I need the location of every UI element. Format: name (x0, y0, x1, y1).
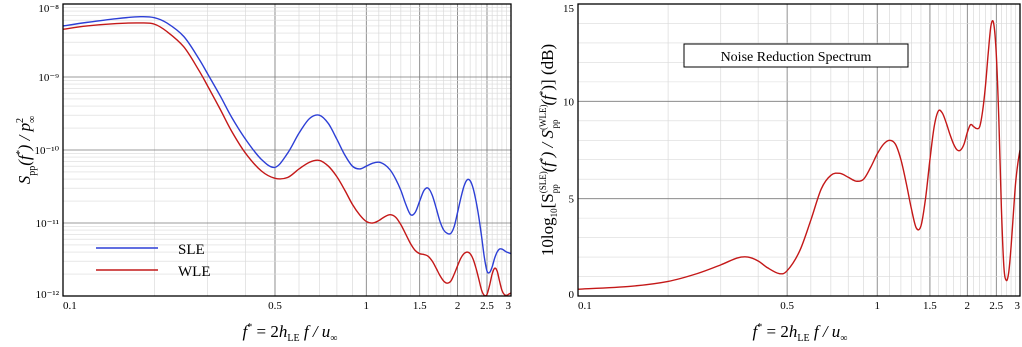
right-title-box: Noise Reduction Spectrum (683, 43, 909, 68)
left-x-tick-label: 0.5 (268, 300, 282, 312)
left-tick-labels: 0.1 0.5 1 1.5 2 2.5 3 10⁻¹² 10⁻¹¹ 10⁻¹⁰ 10⁻⁹ 10⁻⁸ (34, 3, 511, 312)
right-x-tick-label: 1.5 (923, 300, 937, 312)
title-box-text: Noise Reduction Spectrum (721, 50, 872, 65)
right-y-tick-label: 0 (569, 289, 575, 301)
right-series-0-line (578, 19, 1020, 290)
left-y-tick-label: 10⁻¹⁰ (34, 145, 59, 157)
right-y-tick-label: 10 (563, 96, 575, 108)
title-box-frame (683, 43, 909, 68)
right-x-tick-label: 0.1 (578, 300, 592, 312)
left-legend: SLE WLE (96, 242, 210, 280)
left-y-tick-label: 10⁻⁹ (38, 72, 59, 84)
right-x-tick-label: 2 (965, 300, 971, 312)
left-x-axis-label: f* = 2hLE f / u∞ (243, 322, 338, 344)
left-y-tick-label: 10⁻⁸ (38, 3, 59, 15)
right-x-tick-label: 1 (874, 300, 880, 312)
svg-text:f* = 2hLE f / u∞: f* = 2hLE f / u∞ (243, 322, 338, 344)
right-chart-panel: 0.1 0.5 1 1.5 2 2.5 3 0 5 10 15 Noise Reduction Sp… (538, 3, 1021, 344)
right-x-tick-label: 3 (1015, 300, 1021, 312)
svg-text:10log10[S(SLE)pp(f*) / S(WLE)p: 10log10[S(SLE) pp(f*) / S(WLE) pp(f*)] (dB… (538, 44, 560, 256)
left-x-tick-label: 2.5 (480, 300, 494, 312)
left-x-tick-label: 2 (455, 300, 461, 312)
left-chart-panel: 0.1 0.5 1 1.5 2 2.5 3 10⁻¹² 10⁻¹¹ 10⁻¹⁰ 10⁻⁹ 10⁻⁸ S… (15, 3, 512, 344)
left-y-tick-label: 10⁻¹¹ (36, 218, 59, 230)
right-x-tick-label: 0.5 (780, 300, 794, 312)
right-y-tick-label: 15 (563, 3, 575, 15)
svg-text:f* = 2hLE f / u∞: f* = 2hLE f / u∞ (753, 322, 848, 344)
left-x-tick-label: 3 (506, 300, 512, 312)
left-grid (62, 3, 512, 297)
legend-wle-label: WLE (178, 264, 210, 280)
svg-text:Spp(f*) / p2∞: Spp(f*) / p2∞ (15, 116, 38, 184)
left-plot-frame (62, 3, 512, 297)
right-series-group (578, 19, 1020, 290)
left-y-tick-label: 10⁻¹² (36, 289, 60, 301)
right-x-axis-label: f* = 2hLE f / u∞ (753, 322, 848, 344)
right-plot-frame (577, 3, 1021, 297)
right-y-axis-label: 10log10[S(SLE) pp(f*) / S(WLE) pp(f*)] (dB… (538, 44, 560, 256)
right-x-tick-label: 2.5 (989, 300, 1003, 312)
legend-sle-label: SLE (178, 242, 205, 258)
left-x-tick-label: 0.1 (63, 300, 77, 312)
left-x-tick-label: 1.5 (413, 300, 427, 312)
right-y-tick-label: 5 (569, 194, 575, 206)
right-tick-labels: 0.1 0.5 1 1.5 2 2.5 3 0 5 10 15 (563, 3, 1021, 312)
left-x-tick-label: 1 (364, 300, 370, 312)
left-y-axis-label: Spp(f*) / p2∞ (15, 116, 38, 184)
left-sle-line (63, 15, 511, 274)
